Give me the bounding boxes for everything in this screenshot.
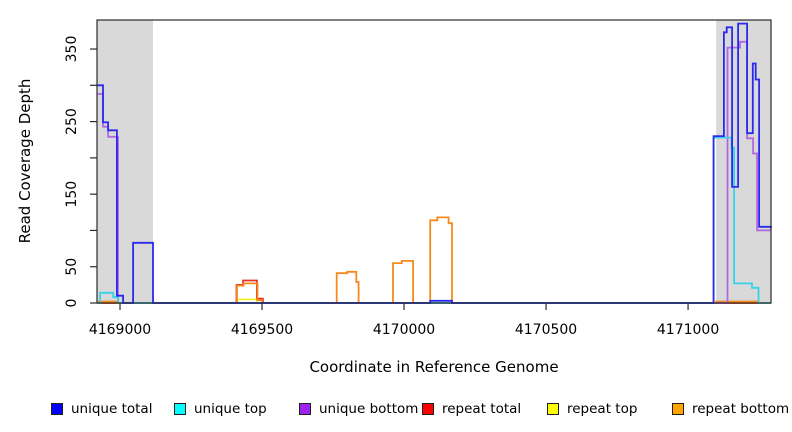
series-line-unique-top xyxy=(97,136,771,304)
series-lines xyxy=(97,22,772,304)
unique-top-swatch-icon xyxy=(174,403,186,415)
repeat-total-swatch-icon xyxy=(422,403,434,415)
y-tick-label: 350 xyxy=(64,36,80,63)
y-axis-title: Read Coverage Depth xyxy=(16,79,34,244)
legend-item-unique-total: unique total xyxy=(51,399,152,419)
y-tick-label: 150 xyxy=(64,181,80,208)
legend-item-repeat-bottom: repeat bottom xyxy=(672,399,789,419)
x-axis-title: Coordinate in Reference Genome xyxy=(309,358,558,376)
unique-total-swatch-icon xyxy=(51,403,63,415)
x-tick-label: 4170500 xyxy=(515,322,577,338)
series-line-unique-total xyxy=(97,22,772,304)
legend-item-unique-top: unique top xyxy=(174,399,267,419)
legend-label: unique top xyxy=(194,401,267,417)
y-tick-label: 50 xyxy=(64,258,80,276)
series-line-repeat-bottom xyxy=(97,216,771,304)
legend-item-unique-bottom: unique bottom xyxy=(299,399,418,419)
series-line-unique-bottom xyxy=(97,40,771,304)
y-tick-label: 250 xyxy=(64,108,80,135)
y-tick-label: 0 xyxy=(64,299,80,308)
legend-label: repeat bottom xyxy=(692,401,790,417)
x-tick-label: 4170000 xyxy=(373,322,435,338)
legend-label: repeat total xyxy=(442,401,522,417)
legend-item-repeat-total: repeat total xyxy=(422,399,521,419)
series-line-repeat-total xyxy=(97,279,771,304)
right-gray-region xyxy=(716,20,771,303)
legend-label: unique bottom xyxy=(319,401,419,417)
left-gray-region xyxy=(97,20,153,303)
x-axis: 4169000 4169500 4170000 4170500 4171000 xyxy=(89,303,719,338)
x-tick-label: 4169000 xyxy=(89,322,151,338)
gray-regions xyxy=(97,20,771,303)
repeat-bottom-swatch-icon xyxy=(672,403,684,415)
plot-border xyxy=(96,19,772,304)
legend-label: repeat top xyxy=(567,401,638,417)
chart-legend: unique total unique top unique bottom re… xyxy=(0,399,792,421)
repeat-top-swatch-icon xyxy=(547,403,559,415)
legend-label: unique total xyxy=(71,401,153,417)
x-tick-label: 4169500 xyxy=(231,322,293,338)
legend-item-repeat-top: repeat top xyxy=(547,399,637,419)
y-axis: 0 50 150 250 350 xyxy=(64,36,97,308)
x-tick-label: 4171000 xyxy=(657,322,719,338)
chart-canvas: 4169000 4169500 4170000 4170500 4171000 0 50 1… xyxy=(16,19,772,376)
unique-bottom-swatch-icon xyxy=(299,403,311,415)
